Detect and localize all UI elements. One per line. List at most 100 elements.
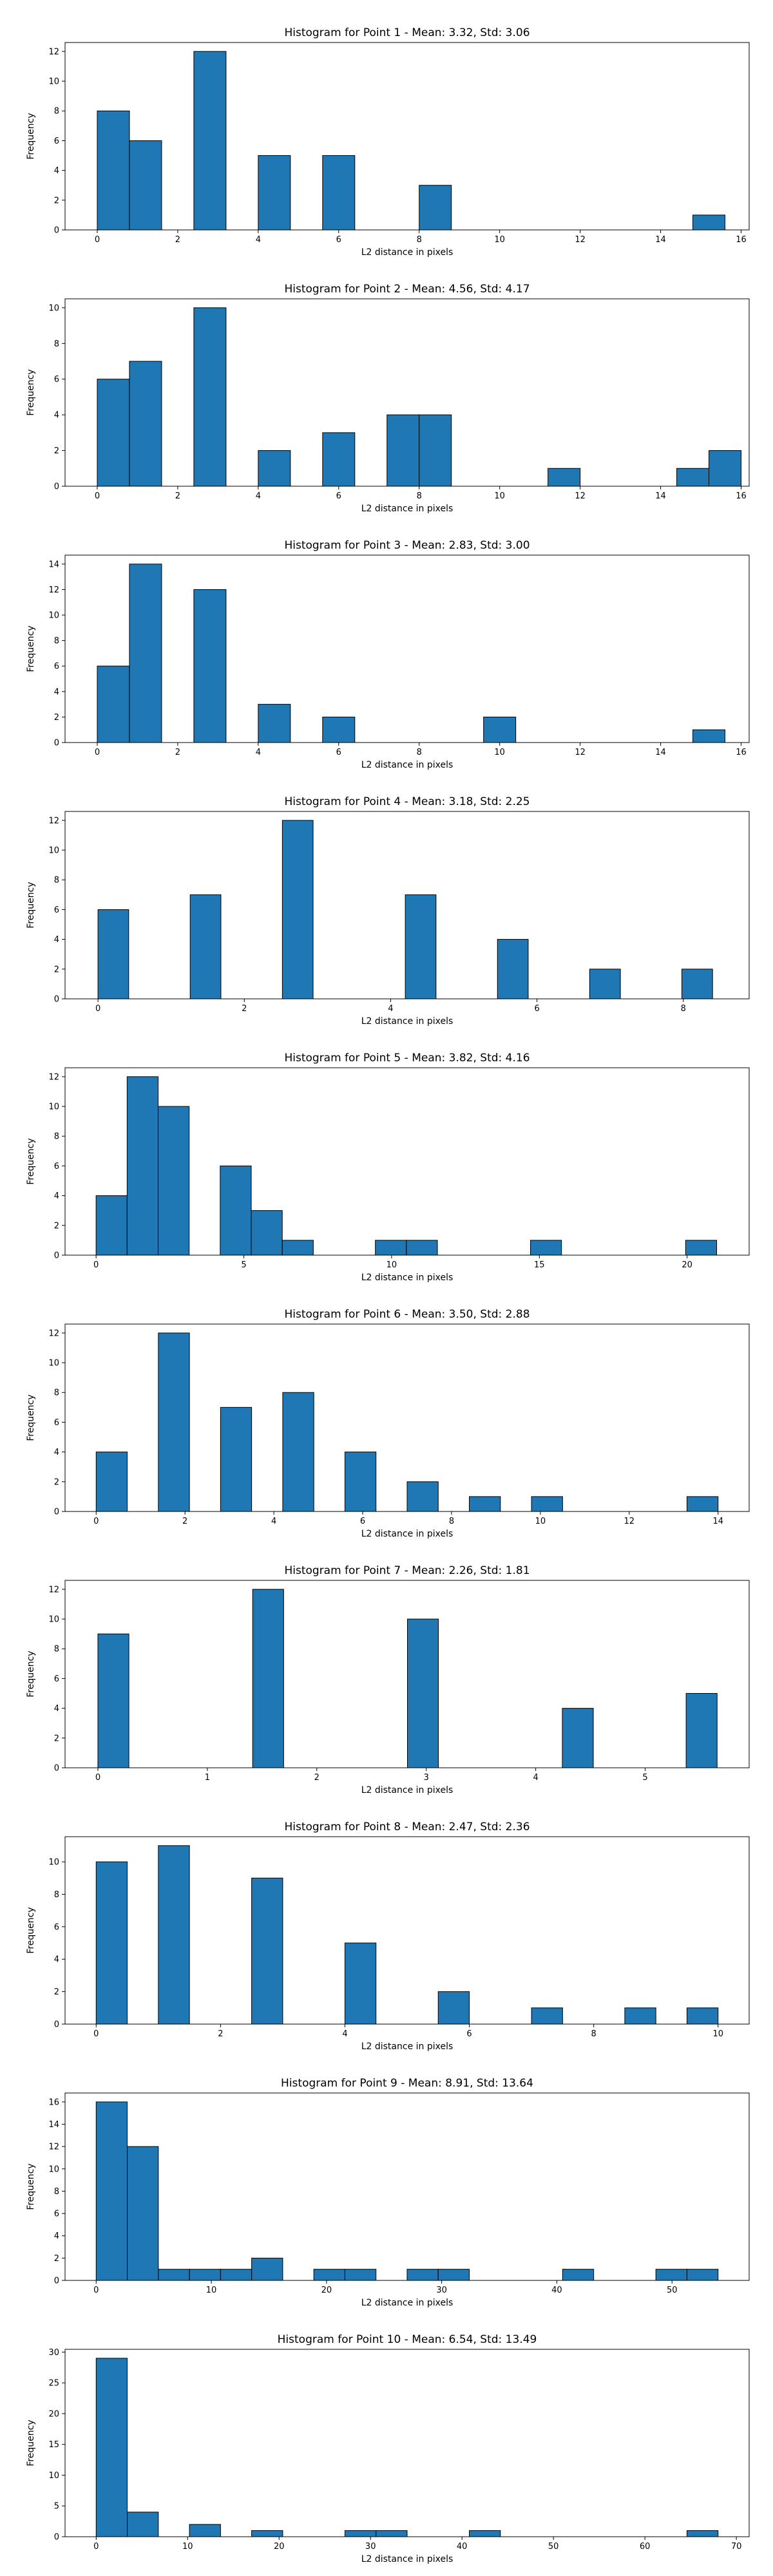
y-tick-label: 0 bbox=[54, 1764, 59, 1774]
y-tick-label: 5 bbox=[54, 2502, 59, 2512]
chart-title: Histogram for Point 10 - Mean: 6.54, Std… bbox=[278, 2333, 537, 2346]
axes-frame bbox=[64, 1323, 750, 1512]
histogram-bar bbox=[129, 361, 162, 487]
y-tick-label: 8 bbox=[54, 636, 59, 646]
histogram-panel-2: Histogram for Point 2 - Mean: 4.56, Std:… bbox=[26, 283, 750, 514]
histogram-bar bbox=[97, 110, 130, 231]
y-tick-label: 8 bbox=[54, 876, 59, 886]
x-tick-label: 10 bbox=[386, 1260, 397, 1270]
x-tick-label: 30 bbox=[436, 2286, 447, 2295]
histogram-bar bbox=[220, 1406, 253, 1512]
chart-title: Histogram for Point 7 - Mean: 2.26, Std:… bbox=[284, 1564, 530, 1577]
x-tick-label: 4 bbox=[533, 1773, 539, 1783]
x-tick-label: 12 bbox=[624, 1517, 635, 1526]
y-axis-label: Frequency bbox=[26, 1394, 36, 1441]
y-tick-label: 2 bbox=[54, 713, 59, 723]
y-tick-label: 6 bbox=[54, 2210, 59, 2219]
y-tick-label: 0 bbox=[54, 2533, 59, 2543]
x-axis-label: L2 distance in pixels bbox=[361, 247, 453, 258]
x-tick-label: 40 bbox=[457, 2542, 468, 2552]
x-tick-label: 14 bbox=[655, 235, 666, 245]
x-tick-label: 50 bbox=[667, 2286, 678, 2295]
histogram-bar bbox=[322, 432, 356, 487]
y-tick-label: 8 bbox=[54, 1132, 59, 1142]
chart-title: Histogram for Point 5 - Mean: 3.82, Std:… bbox=[284, 1052, 530, 1065]
x-tick-label: 2 bbox=[314, 1773, 320, 1783]
y-tick-label: 2 bbox=[54, 1734, 59, 1743]
histogram-bar bbox=[406, 1240, 438, 1256]
histogram-bar bbox=[97, 909, 129, 999]
y-tick-label: 6 bbox=[54, 1418, 59, 1428]
y-tick-label: 2 bbox=[54, 196, 59, 205]
x-tick-label: 20 bbox=[682, 1260, 692, 1270]
y-axis-label: Frequency bbox=[26, 1907, 36, 1953]
y-tick-label: 12 bbox=[48, 47, 59, 57]
x-tick-label: 14 bbox=[655, 491, 666, 501]
histogram-bar bbox=[258, 450, 291, 487]
axes-frame bbox=[64, 298, 750, 487]
y-tick-label: 8 bbox=[54, 1890, 59, 1900]
y-tick-label: 8 bbox=[54, 339, 59, 349]
y-tick-label: 12 bbox=[48, 1585, 59, 1595]
histogram-bar bbox=[193, 307, 227, 487]
histogram-panel-3: Histogram for Point 3 - Mean: 2.83, Std:… bbox=[26, 539, 750, 770]
y-tick-label: 12 bbox=[48, 585, 59, 595]
x-tick-label: 12 bbox=[575, 235, 586, 245]
histogram-bars bbox=[95, 2358, 719, 2537]
histogram-bar bbox=[251, 1210, 283, 1256]
histogram-bar bbox=[624, 2007, 656, 2025]
x-tick-label: 8 bbox=[449, 1517, 454, 1526]
axes-frame bbox=[64, 554, 750, 743]
x-tick-label: 8 bbox=[681, 1004, 686, 1014]
x-tick-label: 0 bbox=[93, 1517, 99, 1526]
x-tick-label: 0 bbox=[95, 491, 100, 501]
histogram-bar bbox=[692, 214, 726, 231]
y-tick-label: 4 bbox=[54, 1448, 59, 1457]
histogram-bar bbox=[129, 140, 162, 231]
histogram-bar bbox=[258, 155, 291, 231]
chart-title: Histogram for Point 1 - Mean: 3.32, Std:… bbox=[284, 26, 530, 39]
y-tick-label: 0 bbox=[54, 1251, 59, 1261]
y-tick-label: 4 bbox=[54, 1704, 59, 1714]
histogram-bar bbox=[407, 1618, 439, 1768]
histogram-bar bbox=[158, 1106, 190, 1256]
histogram-bar bbox=[282, 1240, 314, 1256]
histogram-bars bbox=[95, 1076, 718, 1256]
y-axis-label: Frequency bbox=[26, 882, 36, 928]
y-axis-label: Frequency bbox=[26, 2163, 36, 2210]
y-tick-label: 0 bbox=[54, 2277, 59, 2286]
histogram-bar bbox=[189, 894, 222, 999]
y-tick-label: 10 bbox=[48, 1858, 59, 1868]
histogram-bar bbox=[97, 665, 130, 743]
histogram-bar bbox=[685, 1693, 718, 1768]
histogram-bar bbox=[469, 1496, 501, 1512]
histogram-bar bbox=[129, 564, 162, 743]
y-tick-label: 10 bbox=[48, 1103, 59, 1112]
x-tick-label: 14 bbox=[712, 1517, 723, 1526]
y-tick-label: 10 bbox=[48, 303, 59, 313]
histogram-bar bbox=[282, 820, 314, 999]
histogram-bar bbox=[189, 2269, 221, 2281]
y-tick-label: 0 bbox=[54, 482, 59, 492]
x-tick-label: 16 bbox=[736, 235, 747, 245]
x-tick-label: 6 bbox=[534, 1004, 539, 1014]
y-tick-label: 6 bbox=[54, 137, 59, 146]
histogram-bar bbox=[127, 2146, 159, 2281]
y-tick-label: 14 bbox=[48, 2120, 59, 2130]
x-tick-label: 4 bbox=[271, 1517, 276, 1526]
x-tick-label: 0 bbox=[95, 235, 100, 245]
x-tick-label: 30 bbox=[365, 2542, 376, 2552]
x-tick-label: 0 bbox=[95, 1773, 100, 1783]
y-tick-label: 0 bbox=[54, 739, 59, 748]
histogram-bars bbox=[97, 1589, 718, 1768]
chart-title: Histogram for Point 3 - Mean: 2.83, Std:… bbox=[284, 539, 530, 552]
histogram-bar bbox=[251, 1877, 283, 2025]
x-tick-label: 10 bbox=[494, 491, 505, 501]
histogram-bar bbox=[437, 2269, 470, 2281]
histogram-bar bbox=[386, 414, 420, 487]
histogram-bar bbox=[322, 716, 356, 743]
y-tick-label: 2 bbox=[54, 1221, 59, 1231]
histogram-bar bbox=[686, 2530, 719, 2537]
x-tick-label: 2 bbox=[242, 1004, 247, 1014]
histogram-panel-9: Histogram for Point 9 - Mean: 8.91, Std:… bbox=[26, 2077, 750, 2308]
